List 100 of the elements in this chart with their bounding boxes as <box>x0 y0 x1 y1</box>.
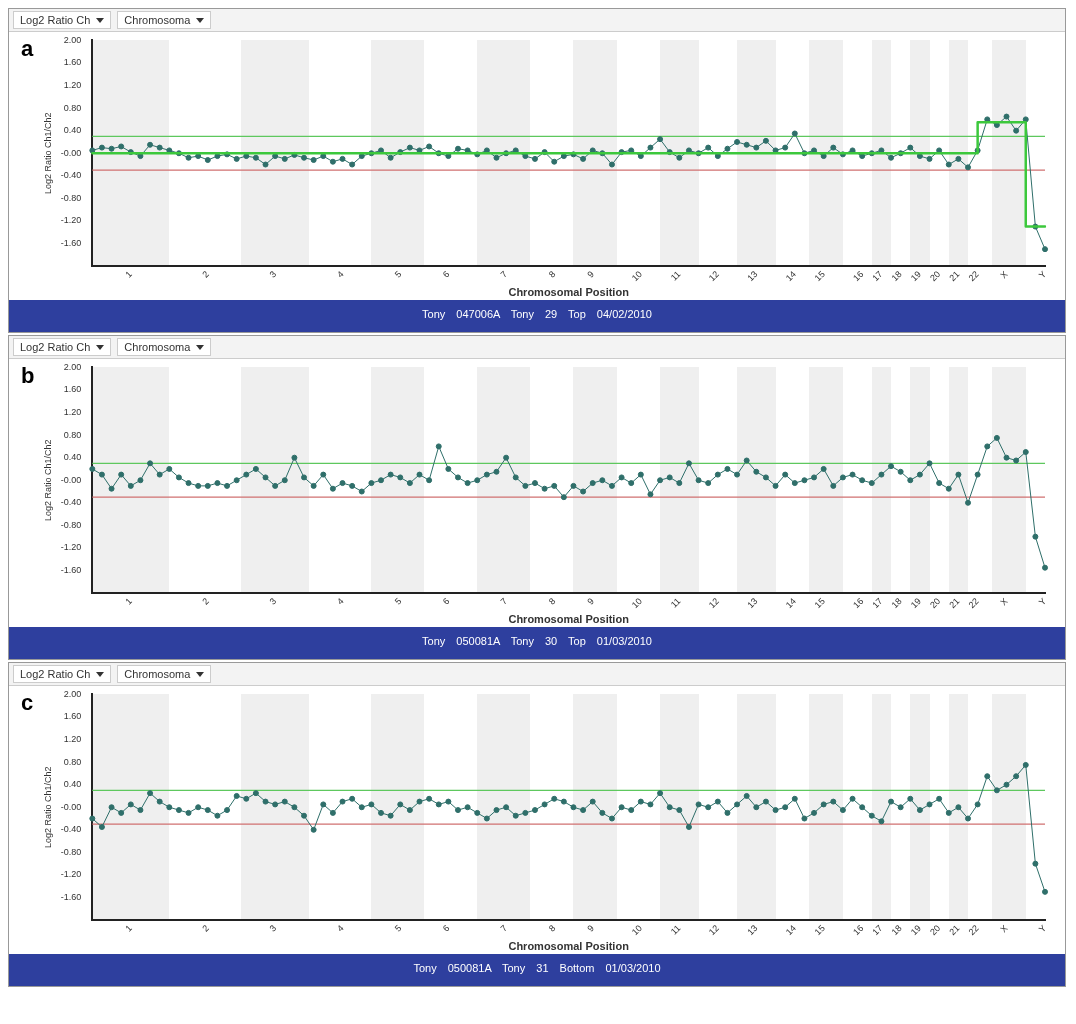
y-tick-label: -1.20 <box>60 215 82 226</box>
x-tick-label: 22 <box>966 269 981 284</box>
x-tick-label: 15 <box>812 923 827 938</box>
y-tick-label: -0.00 <box>60 474 82 485</box>
y-tick-label: 0.40 <box>63 779 82 790</box>
x-tick-label: 5 <box>392 596 404 607</box>
y-tick-label: 0.80 <box>63 102 82 113</box>
y-tick-label: -0.00 <box>60 147 82 158</box>
y-tick-label: -0.40 <box>60 170 82 181</box>
y-tick-label: 1.60 <box>63 384 82 395</box>
x-tick-label: 9 <box>585 596 596 607</box>
x-tick-label: 19 <box>908 596 924 611</box>
y-axis-title: Log2 Ratio Ch1/Ch2 <box>42 766 53 849</box>
y-tick-label: 1.60 <box>63 711 82 722</box>
x-tick-label: 10 <box>629 269 644 284</box>
x-tick-label: 4 <box>335 596 346 607</box>
x-tick-label: 16 <box>851 269 866 284</box>
x-tick-label: 7 <box>498 269 510 280</box>
x-tick-label: 15 <box>812 269 827 284</box>
x-axis-title: Chromosomal Position <box>508 286 630 299</box>
y-tick-label: -0.80 <box>60 519 82 530</box>
x-tick-label: 11 <box>668 269 683 283</box>
x-tick-label: 4 <box>335 923 346 934</box>
x-tick-label: 22 <box>966 923 981 938</box>
y-tick-label: 1.60 <box>63 57 82 68</box>
x-tick-label: 8 <box>546 923 558 934</box>
x-tick-label: 11 <box>668 596 683 610</box>
x-tick-label: 6 <box>440 923 452 934</box>
y-axis-title: Log2 Ratio Ch1/Ch2 <box>42 112 53 195</box>
x-tick-label: 18 <box>889 596 904 611</box>
y-tick-label: 2.00 <box>63 34 82 45</box>
y-tick-label: -1.20 <box>60 869 82 880</box>
dropdown: Chromosoma <box>117 11 212 29</box>
y-tick-label: 1.20 <box>63 734 82 745</box>
y-tick-label: 0.40 <box>63 452 82 463</box>
x-tick-label: X <box>998 923 1010 935</box>
x-tick-label: 12 <box>706 596 721 611</box>
x-tick-label: 17 <box>870 923 885 938</box>
x-tick-label: 1 <box>123 923 134 934</box>
x-tick-label: 19 <box>908 923 924 938</box>
y-tick-label: -0.80 <box>60 846 82 857</box>
y-tick-label: 1.20 <box>63 407 82 418</box>
x-tick-label: 3 <box>267 923 279 934</box>
y-tick-label: -0.80 <box>60 192 82 203</box>
dropdown: Chromosoma <box>117 338 212 356</box>
x-tick-label: 21 <box>947 596 962 611</box>
x-tick-label: 12 <box>706 269 721 284</box>
x-tick-label: 22 <box>966 596 981 611</box>
y-tick-label: -1.60 <box>60 238 82 248</box>
y-axis-title: Log2 Ratio Ch1/Ch2 <box>42 439 53 522</box>
x-tick-label: 13 <box>745 596 760 611</box>
text: Tony 047006A Tony 29 Top 04/02/2010 <box>9 300 1065 332</box>
chart-title: b <box>21 363 35 389</box>
x-tick-label: 6 <box>440 269 452 280</box>
x-tick-label: 13 <box>745 269 760 284</box>
x-tick-label: Y <box>1036 923 1049 935</box>
dropdown: Log2 Ratio Ch <box>13 338 112 356</box>
y-tick-label: -0.00 <box>60 801 82 812</box>
x-axis-title: Chromosomal Position <box>508 613 630 626</box>
x-tick-label: 19 <box>908 269 924 284</box>
x-tick-label: 21 <box>947 269 962 284</box>
x-tick-label: 2 <box>200 269 211 280</box>
x-tick-label: 5 <box>392 923 404 934</box>
y-tick-label: -1.20 <box>60 542 82 553</box>
dropdown: Chromosoma <box>117 665 212 683</box>
chart-title: c <box>21 690 34 716</box>
y-tick-label: -1.60 <box>60 892 82 902</box>
x-tick-label: 9 <box>585 269 596 280</box>
x-tick-label: 20 <box>928 923 943 938</box>
x-tick-label: 20 <box>928 269 943 284</box>
x-tick-label: 3 <box>267 269 279 280</box>
x-tick-label: 14 <box>783 596 798 611</box>
x-tick-label: 17 <box>870 596 885 611</box>
y-tick-label: -0.40 <box>60 824 82 835</box>
x-tick-label: 17 <box>870 269 885 284</box>
y-tick-label: 0.80 <box>63 429 82 440</box>
x-tick-label: 14 <box>783 269 798 284</box>
text: Tony 050081A Tony 30 Top 01/03/2010 <box>9 627 1065 659</box>
x-tick-label: 2 <box>200 596 211 607</box>
x-tick-label: 20 <box>928 596 943 611</box>
x-tick-label: 8 <box>546 596 558 607</box>
x-tick-label: 21 <box>947 923 962 938</box>
x-tick-label: 16 <box>851 923 866 938</box>
x-tick-label: X <box>998 596 1010 608</box>
x-tick-label: 15 <box>812 596 827 611</box>
x-tick-label: 14 <box>783 923 798 938</box>
x-tick-label: 18 <box>889 923 904 938</box>
x-tick-label: 9 <box>585 923 596 934</box>
x-tick-label: 7 <box>498 923 510 934</box>
y-tick-label: -0.40 <box>60 497 82 508</box>
x-tick-label: 8 <box>546 269 558 280</box>
x-tick-label: X <box>998 269 1010 281</box>
x-tick-label: 16 <box>851 596 866 611</box>
x-tick-label: 18 <box>889 269 904 284</box>
y-tick-label: 2.00 <box>63 361 82 372</box>
x-axis-title: Chromosomal Position <box>508 940 630 953</box>
x-tick-label: 10 <box>629 596 644 611</box>
chart-title: a <box>21 36 34 62</box>
x-tick-label: 3 <box>267 596 279 607</box>
x-tick-label: 2 <box>200 923 211 934</box>
